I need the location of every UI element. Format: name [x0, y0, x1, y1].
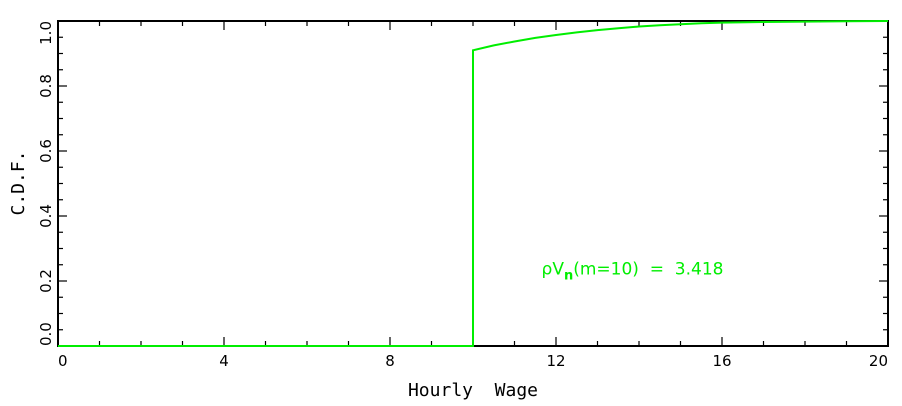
annotation-text: ρVn(m=10) = 3.418: [515, 260, 740, 284]
y-tick-label: 1.0: [37, 21, 55, 45]
x-tick-label: 0: [58, 352, 68, 370]
y-tick-label: 0.2: [37, 269, 55, 293]
x-tick-label: 4: [219, 352, 229, 370]
annotation-prefix: ρV: [542, 260, 565, 280]
x-tick-label: 8: [385, 352, 395, 370]
y-tick-label: 0.6: [37, 139, 55, 163]
y-tick-label: 0.8: [37, 74, 55, 98]
annotation-suffix: (m=10) = 3.418: [573, 260, 723, 280]
axis-ticks: [57, 20, 889, 347]
x-tick-label: 16: [712, 352, 731, 370]
tick-labels: 0 4 8 12 16 20 0.0 0.2 0.4 0.6 0.8 1.0: [37, 21, 888, 370]
x-axis-title: Hourly Wage: [408, 380, 538, 401]
x-tick-label: 20: [869, 352, 888, 370]
x-tick-label: 12: [546, 352, 565, 370]
y-tick-label: 0.0: [37, 322, 55, 346]
y-axis-title: C.D.F.: [8, 150, 29, 215]
cdf-series-line: [58, 20, 889, 347]
y-tick-label: 0.4: [37, 204, 55, 228]
annotation-subscript: n: [564, 269, 573, 284]
